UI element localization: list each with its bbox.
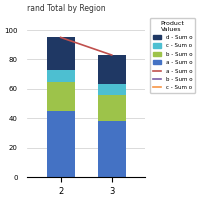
Text: rand Total by Region: rand Total by Region bbox=[27, 4, 106, 13]
Bar bbox=[98, 121, 126, 177]
Bar bbox=[98, 84, 126, 95]
Bar bbox=[47, 82, 75, 111]
Bar bbox=[47, 70, 75, 82]
Bar bbox=[47, 111, 75, 177]
Bar bbox=[47, 37, 75, 70]
Bar bbox=[98, 55, 126, 84]
Legend: d - Sum o, c - Sum o, b - Sum o, a - Sum o, a - Sum o, b - Sum o, c - Sum o: d - Sum o, c - Sum o, b - Sum o, a - Sum… bbox=[150, 18, 195, 93]
Bar bbox=[98, 95, 126, 121]
